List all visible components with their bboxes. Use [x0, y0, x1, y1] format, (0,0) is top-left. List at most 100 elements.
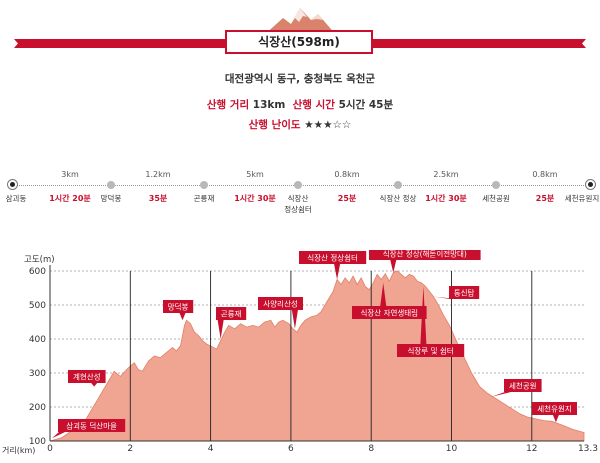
difficulty-label: 산행 난이도 [248, 119, 301, 131]
callout-pointer [52, 432, 65, 439]
route-stop-dot [584, 179, 596, 190]
route-stop-dot [394, 181, 402, 189]
callout-label: 망덕봉 [168, 302, 189, 312]
segment-distance: 5km [246, 170, 264, 179]
callout-box [299, 251, 367, 264]
segment-distance: 3km [61, 170, 79, 179]
callout-pointer [420, 286, 427, 344]
route-stop-label: 곤룡재 [193, 194, 215, 203]
callout: 세천유원지 [532, 402, 577, 423]
y-tick-label: 200 [29, 403, 46, 413]
callout-label: 식장산 자연생태림 [361, 308, 419, 318]
callout-box [369, 250, 481, 260]
callout-label: 식장산 정상쉼터 [307, 253, 358, 263]
hike-summary: 산행 거리 13km 산행 시간 5시간 45분 [0, 97, 600, 112]
callout: 사양리산성 [258, 297, 303, 329]
x-tick-label: 12 [526, 444, 537, 454]
callout-box [163, 300, 194, 313]
callout-label: 세천유원지 [537, 404, 572, 414]
distance-value: 13km [252, 99, 286, 111]
route-stop-label: 망덕봉 [100, 194, 122, 203]
callout-box [352, 306, 427, 319]
callout-label: 계현산성 [73, 372, 101, 382]
route-stop-dot [492, 181, 500, 189]
callout: 식장산 자연생태림 [352, 282, 427, 319]
segment-distance: 0.8km [334, 170, 360, 179]
x-tick-label: 0 [47, 444, 53, 454]
route-stop-dot [6, 179, 18, 190]
route-stop-label: 세천유원지 [564, 194, 600, 203]
x-tick-label: 8 [368, 444, 374, 454]
callout: 계현산성 [68, 370, 106, 387]
callout: 식장산 정상쉼터 [299, 251, 367, 280]
route-stop-label: 식장산 정상쉼터 [284, 194, 312, 214]
callout: 망덕봉 [163, 300, 194, 321]
callout-box [216, 307, 247, 320]
callout-label: 세천공원 [509, 381, 537, 391]
callout: 통신탑 [433, 286, 480, 299]
difficulty-row: 산행 난이도 ★★★☆☆ [0, 117, 600, 132]
route-stop-label: 식장산 정상 [379, 194, 417, 203]
callout-box [58, 419, 126, 432]
x-axis-label: 거리(km) [2, 446, 35, 455]
callout-label: 식장산 정상(해돋이전망대) [383, 250, 467, 259]
callout-pointer [390, 260, 397, 273]
region-text: 대전광역시 동구, 충청북도 옥천군 [224, 73, 376, 85]
x-tick-label: 10 [446, 444, 458, 454]
callout-pointer [179, 313, 186, 321]
segment-time: 25분 [337, 194, 357, 203]
callout: 곤룡재 [216, 307, 247, 339]
x-tick-label: 2 [127, 444, 133, 454]
callout-pointer [552, 415, 559, 423]
page-title: 식장산(598m) [225, 30, 373, 54]
callout-pointer [334, 264, 341, 280]
callout-box [532, 402, 577, 415]
segment-distance: 1.2km [145, 170, 171, 179]
y-tick-label: 600 [29, 267, 46, 277]
callout-label: 곤룡재 [221, 310, 242, 319]
callout-pointer [380, 282, 387, 306]
route-stop-dot [107, 181, 115, 189]
x-tick-label: 13.3 [578, 444, 598, 454]
callout-label: 식장루 및 쉼터 [408, 346, 454, 356]
route-stop-label: 세천공원 [482, 194, 510, 203]
y-tick-label: 100 [29, 437, 46, 447]
x-tick-label: 4 [208, 444, 214, 454]
time-label: 산행 시간 [292, 99, 335, 111]
callout-box [504, 379, 542, 392]
route-stop-dot [200, 181, 208, 189]
segment-distance: 2.5km [433, 170, 459, 179]
y-tick-label: 300 [29, 369, 46, 379]
time-value: 5시간 45분 [338, 99, 394, 111]
y-axis-label: 고도(m) [24, 255, 55, 265]
callout: 식장루 및 쉼터 [397, 286, 465, 357]
segment-time: 1시간 20분 [49, 194, 91, 203]
elevation-chart: 100 200 300 400 500 600 0 2 4 6 8 10 12 13.3 고도(m) 거리(k… [2, 250, 598, 455]
callout-pointer [91, 383, 98, 387]
callout-box [397, 344, 465, 357]
callout-pointer [491, 392, 511, 397]
callout: 세천공원 [491, 379, 542, 397]
y-tick-label: 400 [29, 335, 46, 345]
difficulty-stars: ★★★☆☆ [304, 119, 352, 131]
segment-time: 35분 [148, 194, 168, 203]
callout-pointer [291, 310, 298, 329]
callout: 식장산 정상(해돋이전망대) [369, 250, 481, 273]
segment-time: 25분 [535, 194, 555, 203]
callout-pointer [217, 320, 224, 339]
y-tick-label: 500 [29, 301, 46, 311]
x-tick-label: 6 [288, 444, 294, 454]
route-stop-label: 삼괴동 [5, 194, 27, 203]
callout-box [68, 370, 106, 383]
callout-box [449, 286, 480, 299]
route-stop-dot [294, 181, 302, 189]
mountain-logo [263, 8, 337, 36]
callout-label: 사양리산성 [263, 299, 298, 309]
segment-time: 1시간 30분 [425, 194, 467, 203]
callout-box [258, 297, 303, 310]
callout-label: 삼괴동 덕산마을 [66, 421, 117, 431]
segment-distance: 0.8km [532, 170, 558, 179]
segment-time: 1시간 30분 [234, 194, 276, 203]
distance-label: 산행 거리 [206, 99, 250, 111]
callout-label: 통신탑 [454, 289, 475, 298]
